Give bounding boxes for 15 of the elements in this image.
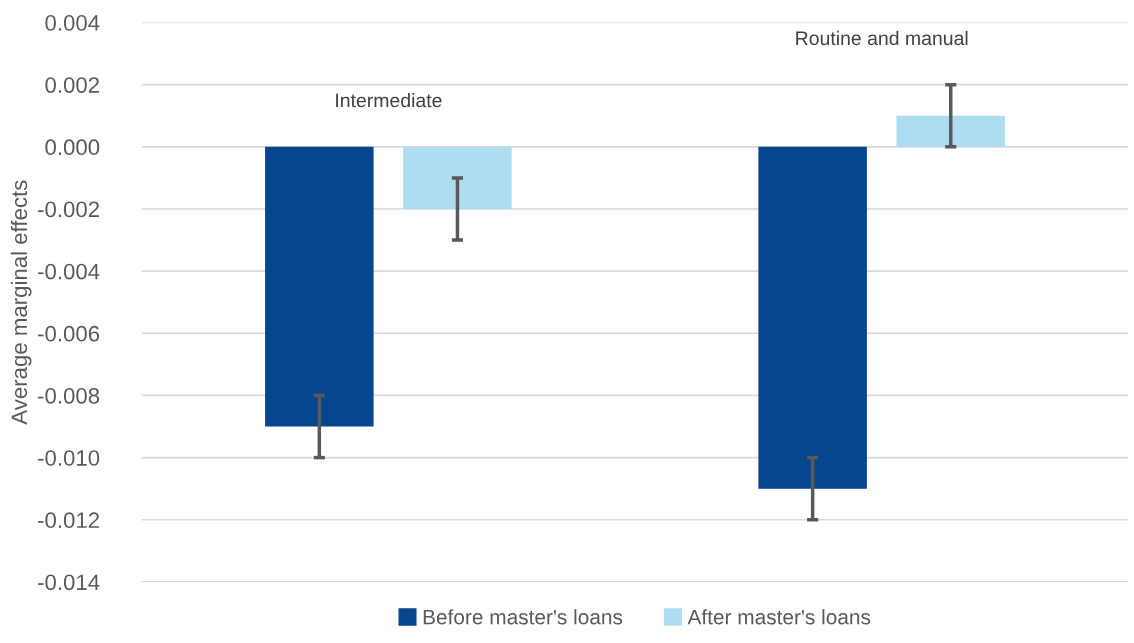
y-tick-label: -0.004 (38, 263, 100, 280)
y-tick-label: -0.010 (38, 450, 100, 466)
y-tick-label: 0.000 (45, 139, 100, 156)
y-tick-label: 0.004 (45, 15, 100, 31)
y-axis-title: Average marginal effects (10, 180, 32, 425)
legend-label: After master's loans (687, 609, 871, 625)
y-tick-label: 0.002 (45, 77, 99, 93)
y-tick-label: -0.006 (38, 325, 100, 342)
y-tick-label: -0.014 (38, 574, 100, 591)
y-tick-label: -0.002 (38, 201, 99, 218)
x-tick-label: Intermediate (336, 93, 442, 108)
x-tick-label: Routine and manual (796, 30, 968, 46)
legend-label: Before master's loans (423, 609, 623, 625)
y-tick-label: -0.008 (38, 387, 100, 404)
y-tick-label: -0.012 (38, 512, 99, 529)
